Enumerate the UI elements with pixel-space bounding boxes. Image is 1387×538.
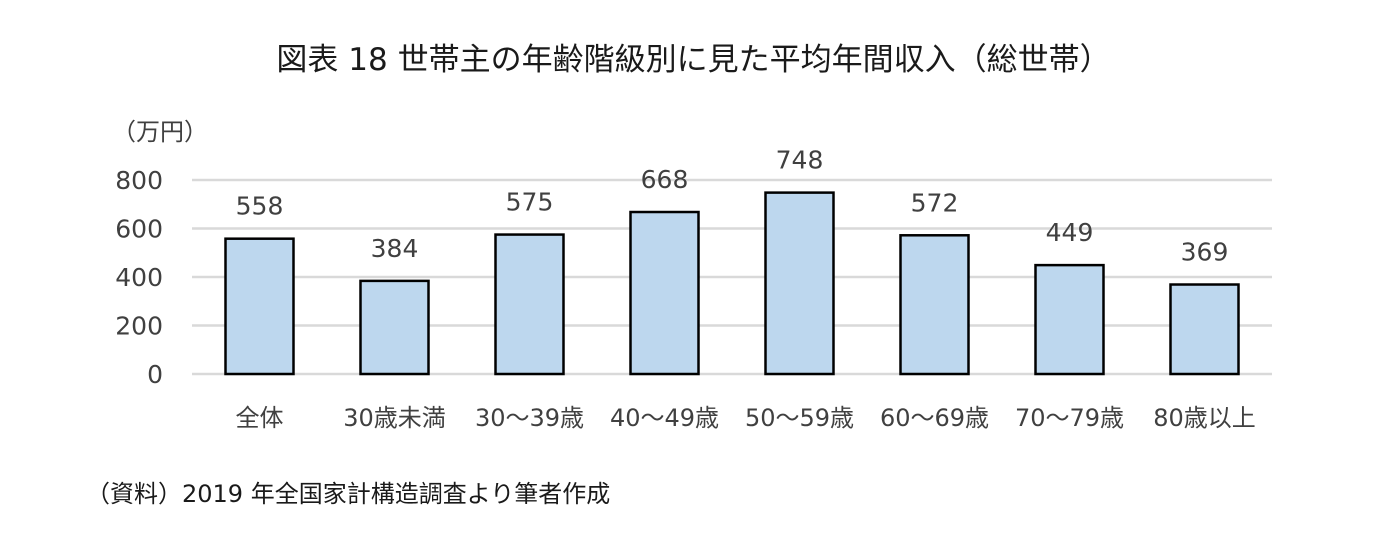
data-label: 572 [911, 188, 959, 217]
bars [224, 191, 1240, 376]
bar [224, 237, 295, 376]
x-tick-label: 40～49歳 [610, 404, 719, 432]
y-tick-label: 800 [115, 166, 163, 195]
data-label: 748 [776, 146, 824, 175]
data-label: 668 [641, 165, 689, 194]
data-label: 558 [236, 192, 284, 221]
x-tick-label: 全体 [236, 404, 284, 432]
y-tick-label: 400 [115, 263, 163, 292]
x-axis-ticks: 全体 30歳未満 30～39歳 40～49歳 50～59歳 60～69歳 70～79歳 80歳… [236, 404, 1256, 432]
bar [764, 191, 835, 376]
bar [1034, 263, 1105, 376]
x-tick-label: 30～39歳 [475, 404, 584, 432]
y-tick-label: 600 [115, 215, 163, 244]
y-axis-ticks: 0 200 400 600 800 [115, 166, 163, 389]
data-label: 575 [506, 188, 554, 217]
chart-title: 図表 18 世帯主の年齢階級別に見た平均年間収入（総世帯） [276, 42, 1111, 78]
bar [629, 210, 700, 376]
x-tick-label: 70～79歳 [1015, 404, 1124, 432]
data-label: 384 [371, 234, 419, 263]
data-label: 369 [1181, 238, 1229, 267]
data-labels: 558 384 575 668 748 572 449 369 [236, 146, 1229, 267]
data-label: 449 [1046, 218, 1094, 247]
bar [1169, 283, 1240, 376]
bar [359, 279, 430, 376]
gridlines [192, 178, 1272, 376]
y-tick-label: 200 [115, 312, 163, 341]
x-tick-label: 30歳未満 [343, 404, 446, 432]
x-tick-label: 80歳以上 [1153, 404, 1256, 432]
x-tick-label: 60～69歳 [880, 404, 989, 432]
y-tick-label: 0 [147, 360, 163, 389]
bar [494, 233, 565, 376]
x-tick-label: 50～59歳 [745, 404, 854, 432]
y-axis-unit-label: （万円） [112, 118, 208, 146]
source-note: （資料）2019 年全国家計構造調査より筆者作成 [86, 480, 611, 508]
bar [899, 234, 970, 376]
